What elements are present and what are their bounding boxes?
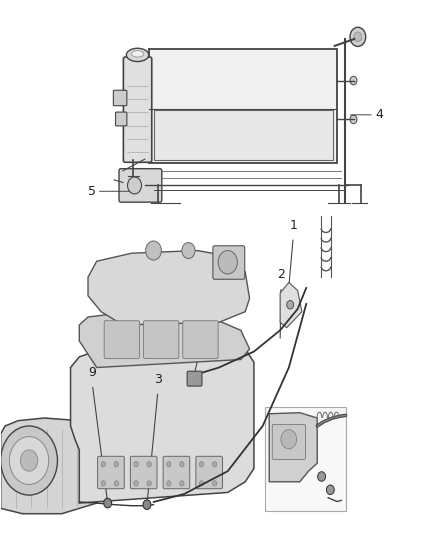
FancyBboxPatch shape	[144, 321, 179, 359]
FancyBboxPatch shape	[213, 246, 245, 279]
Circle shape	[101, 481, 106, 486]
Circle shape	[199, 481, 204, 486]
FancyBboxPatch shape	[104, 321, 140, 359]
Circle shape	[350, 27, 366, 46]
Circle shape	[166, 481, 171, 486]
Circle shape	[1, 426, 57, 495]
Text: 4: 4	[375, 108, 383, 122]
Text: 1: 1	[289, 219, 297, 232]
Circle shape	[143, 500, 151, 510]
Circle shape	[318, 472, 325, 481]
Circle shape	[350, 115, 357, 124]
Circle shape	[166, 462, 171, 467]
Circle shape	[147, 481, 151, 486]
FancyBboxPatch shape	[124, 57, 152, 163]
Polygon shape	[79, 312, 250, 368]
Circle shape	[134, 481, 138, 486]
Circle shape	[212, 481, 217, 486]
FancyBboxPatch shape	[163, 456, 190, 489]
Circle shape	[281, 430, 297, 449]
Circle shape	[147, 462, 151, 467]
Circle shape	[104, 498, 112, 508]
Circle shape	[114, 462, 119, 467]
Circle shape	[180, 462, 184, 467]
FancyBboxPatch shape	[149, 49, 337, 163]
FancyBboxPatch shape	[119, 168, 162, 202]
Circle shape	[199, 462, 204, 467]
Circle shape	[287, 301, 293, 309]
Ellipse shape	[131, 51, 144, 57]
Circle shape	[212, 462, 217, 467]
Circle shape	[114, 481, 119, 486]
Circle shape	[354, 32, 362, 42]
Circle shape	[20, 450, 38, 471]
Bar	[153, 110, 332, 160]
FancyBboxPatch shape	[196, 456, 223, 489]
Text: 6: 6	[211, 269, 219, 281]
FancyBboxPatch shape	[113, 90, 127, 106]
Circle shape	[180, 481, 184, 486]
Polygon shape	[1, 418, 106, 514]
Text: 5: 5	[88, 185, 96, 198]
Circle shape	[134, 462, 138, 467]
FancyBboxPatch shape	[183, 321, 218, 359]
FancyBboxPatch shape	[131, 456, 157, 489]
Bar	[265, 407, 346, 511]
Circle shape	[146, 241, 161, 260]
Text: 9: 9	[88, 366, 96, 379]
Text: 2: 2	[277, 269, 285, 281]
FancyBboxPatch shape	[187, 371, 202, 386]
FancyBboxPatch shape	[272, 424, 305, 459]
Polygon shape	[88, 251, 250, 325]
Circle shape	[326, 485, 334, 495]
Circle shape	[182, 243, 195, 259]
Circle shape	[10, 437, 49, 484]
Polygon shape	[280, 282, 302, 328]
Circle shape	[101, 462, 106, 467]
FancyBboxPatch shape	[98, 456, 124, 489]
Circle shape	[350, 76, 357, 85]
Ellipse shape	[127, 49, 149, 62]
FancyBboxPatch shape	[116, 112, 127, 126]
Text: 3: 3	[154, 373, 162, 386]
Polygon shape	[269, 413, 317, 482]
Polygon shape	[71, 336, 254, 503]
Circle shape	[127, 177, 141, 194]
Circle shape	[218, 251, 237, 274]
